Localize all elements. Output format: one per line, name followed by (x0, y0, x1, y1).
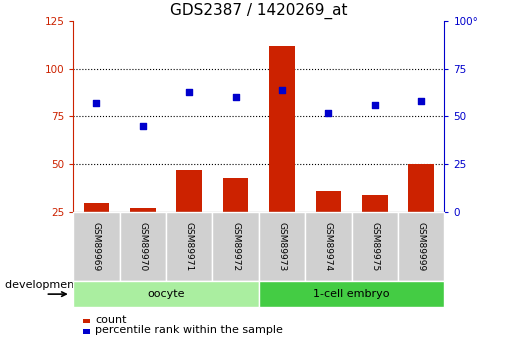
Point (371, 102, 379, 108)
Text: percentile rank within the sample: percentile rank within the sample (95, 325, 283, 335)
Bar (130, 208, 156, 212)
Text: count: count (95, 315, 127, 325)
Text: GSM89970: GSM89970 (138, 222, 147, 271)
Text: 1-cell embryo: 1-cell embryo (314, 289, 390, 299)
Text: GSM89999: GSM89999 (417, 222, 426, 271)
Point (278, 87, 286, 92)
Text: GSM89969: GSM89969 (92, 222, 101, 271)
Text: GSM89974: GSM89974 (324, 222, 333, 271)
Text: development stage: development stage (5, 280, 113, 290)
Point (185, 89, 193, 94)
Bar (176, 170, 202, 212)
Bar (362, 195, 387, 212)
Point (417, 98, 425, 104)
Bar (269, 46, 295, 212)
Text: GSM89975: GSM89975 (370, 222, 379, 271)
Bar (409, 164, 434, 212)
Text: GSM89971: GSM89971 (185, 222, 194, 271)
Text: oocyte: oocyte (147, 289, 185, 299)
Bar (223, 178, 248, 212)
Point (139, 123, 147, 129)
Point (92, 100, 100, 106)
Title: GDS2387 / 1420269_at: GDS2387 / 1420269_at (170, 3, 347, 19)
Point (232, 95, 240, 100)
Text: GSM89973: GSM89973 (278, 222, 286, 271)
Bar (316, 191, 341, 212)
Point (324, 110, 332, 115)
Bar (84, 203, 109, 212)
Text: GSM89972: GSM89972 (231, 222, 240, 271)
